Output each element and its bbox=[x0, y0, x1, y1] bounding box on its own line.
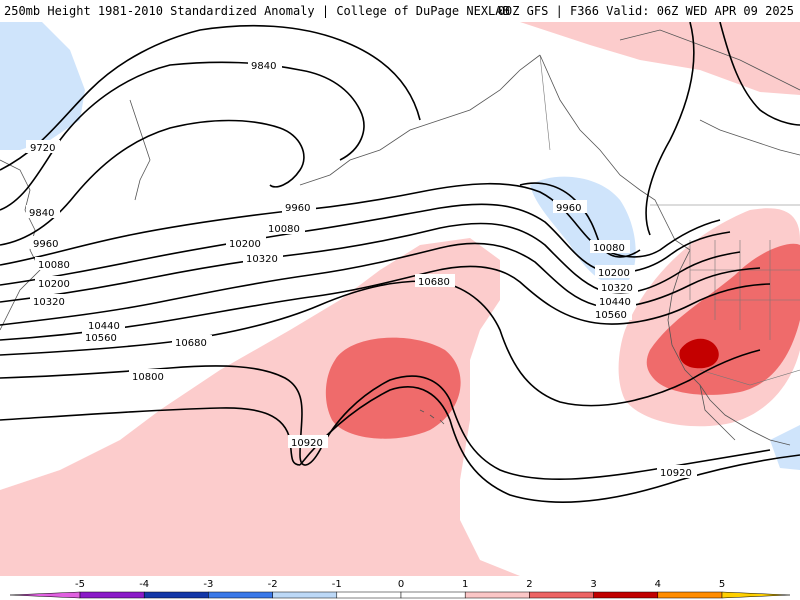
colorbar-segment bbox=[336, 591, 402, 599]
hudson-coastline bbox=[699, 119, 800, 156]
contour-10440 bbox=[0, 242, 761, 326]
colorbar-segment bbox=[529, 591, 594, 599]
contour-9960-a bbox=[0, 119, 305, 246]
contour-label-10920-b: 10920 bbox=[660, 468, 692, 479]
contour-label-10800: 10800 bbox=[132, 372, 164, 383]
colorbar-tick-label: 2 bbox=[526, 579, 532, 590]
russia-coastline bbox=[129, 99, 151, 201]
colorbar-tick-label: 0 bbox=[398, 579, 404, 590]
contour-9720 bbox=[0, 24, 421, 171]
colorbar-tick-labels: -5 -4 -3 -2 -1 0 1 2 3 4 5 bbox=[75, 579, 725, 590]
contour-10320 bbox=[0, 222, 741, 303]
contour-10200 bbox=[0, 203, 731, 286]
colorbar-tick-label: -1 bbox=[332, 579, 342, 590]
hawaii-islands bbox=[419, 409, 445, 425]
coastlines bbox=[0, 29, 800, 446]
contour-10800 bbox=[0, 365, 771, 480]
contour-label-10560-a: 10560 bbox=[85, 333, 117, 344]
contour-label-9960-b: 9960 bbox=[33, 239, 58, 250]
colorbar-tick-label: 4 bbox=[655, 579, 661, 590]
contour-label-10200-a: 10200 bbox=[229, 239, 261, 250]
contour-9960-b bbox=[519, 182, 641, 258]
contour-label-9840-b: 9840 bbox=[29, 208, 54, 219]
colorbar-tick-label: -4 bbox=[139, 579, 149, 590]
anomaly-shading bbox=[0, 22, 800, 576]
contour-label-10440-a: 10440 bbox=[88, 321, 120, 332]
colorbar-segments bbox=[9, 591, 791, 599]
alaska-coastline bbox=[299, 54, 641, 191]
colorbar-segment bbox=[208, 591, 273, 599]
anomaly-colorbar: -5 -4 -3 -2 -1 0 1 2 3 4 5 bbox=[9, 579, 791, 599]
baja-coastline bbox=[699, 384, 736, 441]
contour-label-10440-b: 10440 bbox=[599, 297, 631, 308]
colorbar-segment bbox=[464, 591, 530, 599]
contour-label-10920-a: 10920 bbox=[291, 438, 323, 449]
contour-label-9960-c: 9960 bbox=[556, 203, 581, 214]
colorbar-tick-label: 1 bbox=[462, 579, 468, 590]
colorbar-tick-label: -3 bbox=[203, 579, 213, 590]
colorbar-left-extend bbox=[9, 591, 81, 599]
positive-anomaly-area-arctic bbox=[520, 22, 800, 95]
contour-label-10080-c: 10080 bbox=[593, 243, 625, 254]
contour-label-10080-b: 10080 bbox=[38, 260, 70, 271]
contour-labels: 9720 9840 9840 9960 9960 9960 10080 1008… bbox=[26, 58, 697, 479]
contour-label-10080-a: 10080 bbox=[268, 224, 300, 235]
political-borders bbox=[539, 54, 800, 386]
contour-label-10320-b: 10320 bbox=[33, 297, 65, 308]
model-run-info: 00Z GFS | F366 Valid: 06Z WED APR 09 202… bbox=[497, 4, 794, 18]
colorbar-segment bbox=[143, 591, 209, 599]
contour-label-9960-a: 9960 bbox=[285, 203, 310, 214]
height-contours bbox=[0, 22, 800, 503]
colorbar-tick-label: -5 bbox=[75, 579, 85, 590]
contour-label-10680-a: 10680 bbox=[418, 277, 450, 288]
colorbar-segment bbox=[272, 591, 338, 599]
contour-10080 bbox=[0, 182, 721, 266]
contour-label-9720: 9720 bbox=[30, 143, 55, 154]
colorbar-segment bbox=[79, 591, 145, 599]
us-mexico-border bbox=[699, 369, 800, 386]
contour-label-10200-c: 10200 bbox=[598, 268, 630, 279]
header-bar: 250mb Height 1981-2010 Standardized Anom… bbox=[0, 0, 800, 22]
contour-label-10320-c: 10320 bbox=[601, 283, 633, 294]
positive-anomaly-area-pacific bbox=[0, 238, 520, 576]
contour-label-9840-a: 9840 bbox=[251, 61, 276, 72]
strong-anomaly-area-california bbox=[679, 338, 719, 369]
arctic-coastline bbox=[619, 29, 800, 91]
colorbar-segment bbox=[400, 591, 466, 599]
contour-label-10320-a: 10320 bbox=[246, 254, 278, 265]
contour-northeast bbox=[719, 22, 800, 126]
anomaly-map: 9720 9840 9840 9960 9960 9960 10080 1008… bbox=[0, 22, 800, 576]
alaska-canada-border bbox=[539, 54, 551, 151]
contour-label-10680-b: 10680 bbox=[175, 338, 207, 349]
colorbar-tick-label: 5 bbox=[719, 579, 725, 590]
us-state-lines bbox=[689, 240, 800, 340]
colorbar-segment bbox=[657, 591, 723, 599]
negative-anomaly-area-west bbox=[0, 22, 85, 150]
colorbar-tick-label: -2 bbox=[268, 579, 278, 590]
colorbar-right-extend bbox=[721, 591, 791, 599]
colorbar-segment bbox=[593, 591, 659, 599]
negative-anomaly-area-mexico bbox=[770, 425, 800, 470]
contour-label-10560-b: 10560 bbox=[595, 310, 627, 321]
canada-coastline bbox=[639, 189, 691, 251]
map-title: 250mb Height 1981-2010 Standardized Anom… bbox=[4, 4, 510, 18]
us-west-coastline bbox=[667, 249, 791, 446]
colorbar-tick-label: 3 bbox=[590, 579, 596, 590]
contour-10560 bbox=[0, 265, 771, 341]
contour-east-loop bbox=[645, 22, 695, 236]
contour-label-10200-b: 10200 bbox=[38, 279, 70, 290]
